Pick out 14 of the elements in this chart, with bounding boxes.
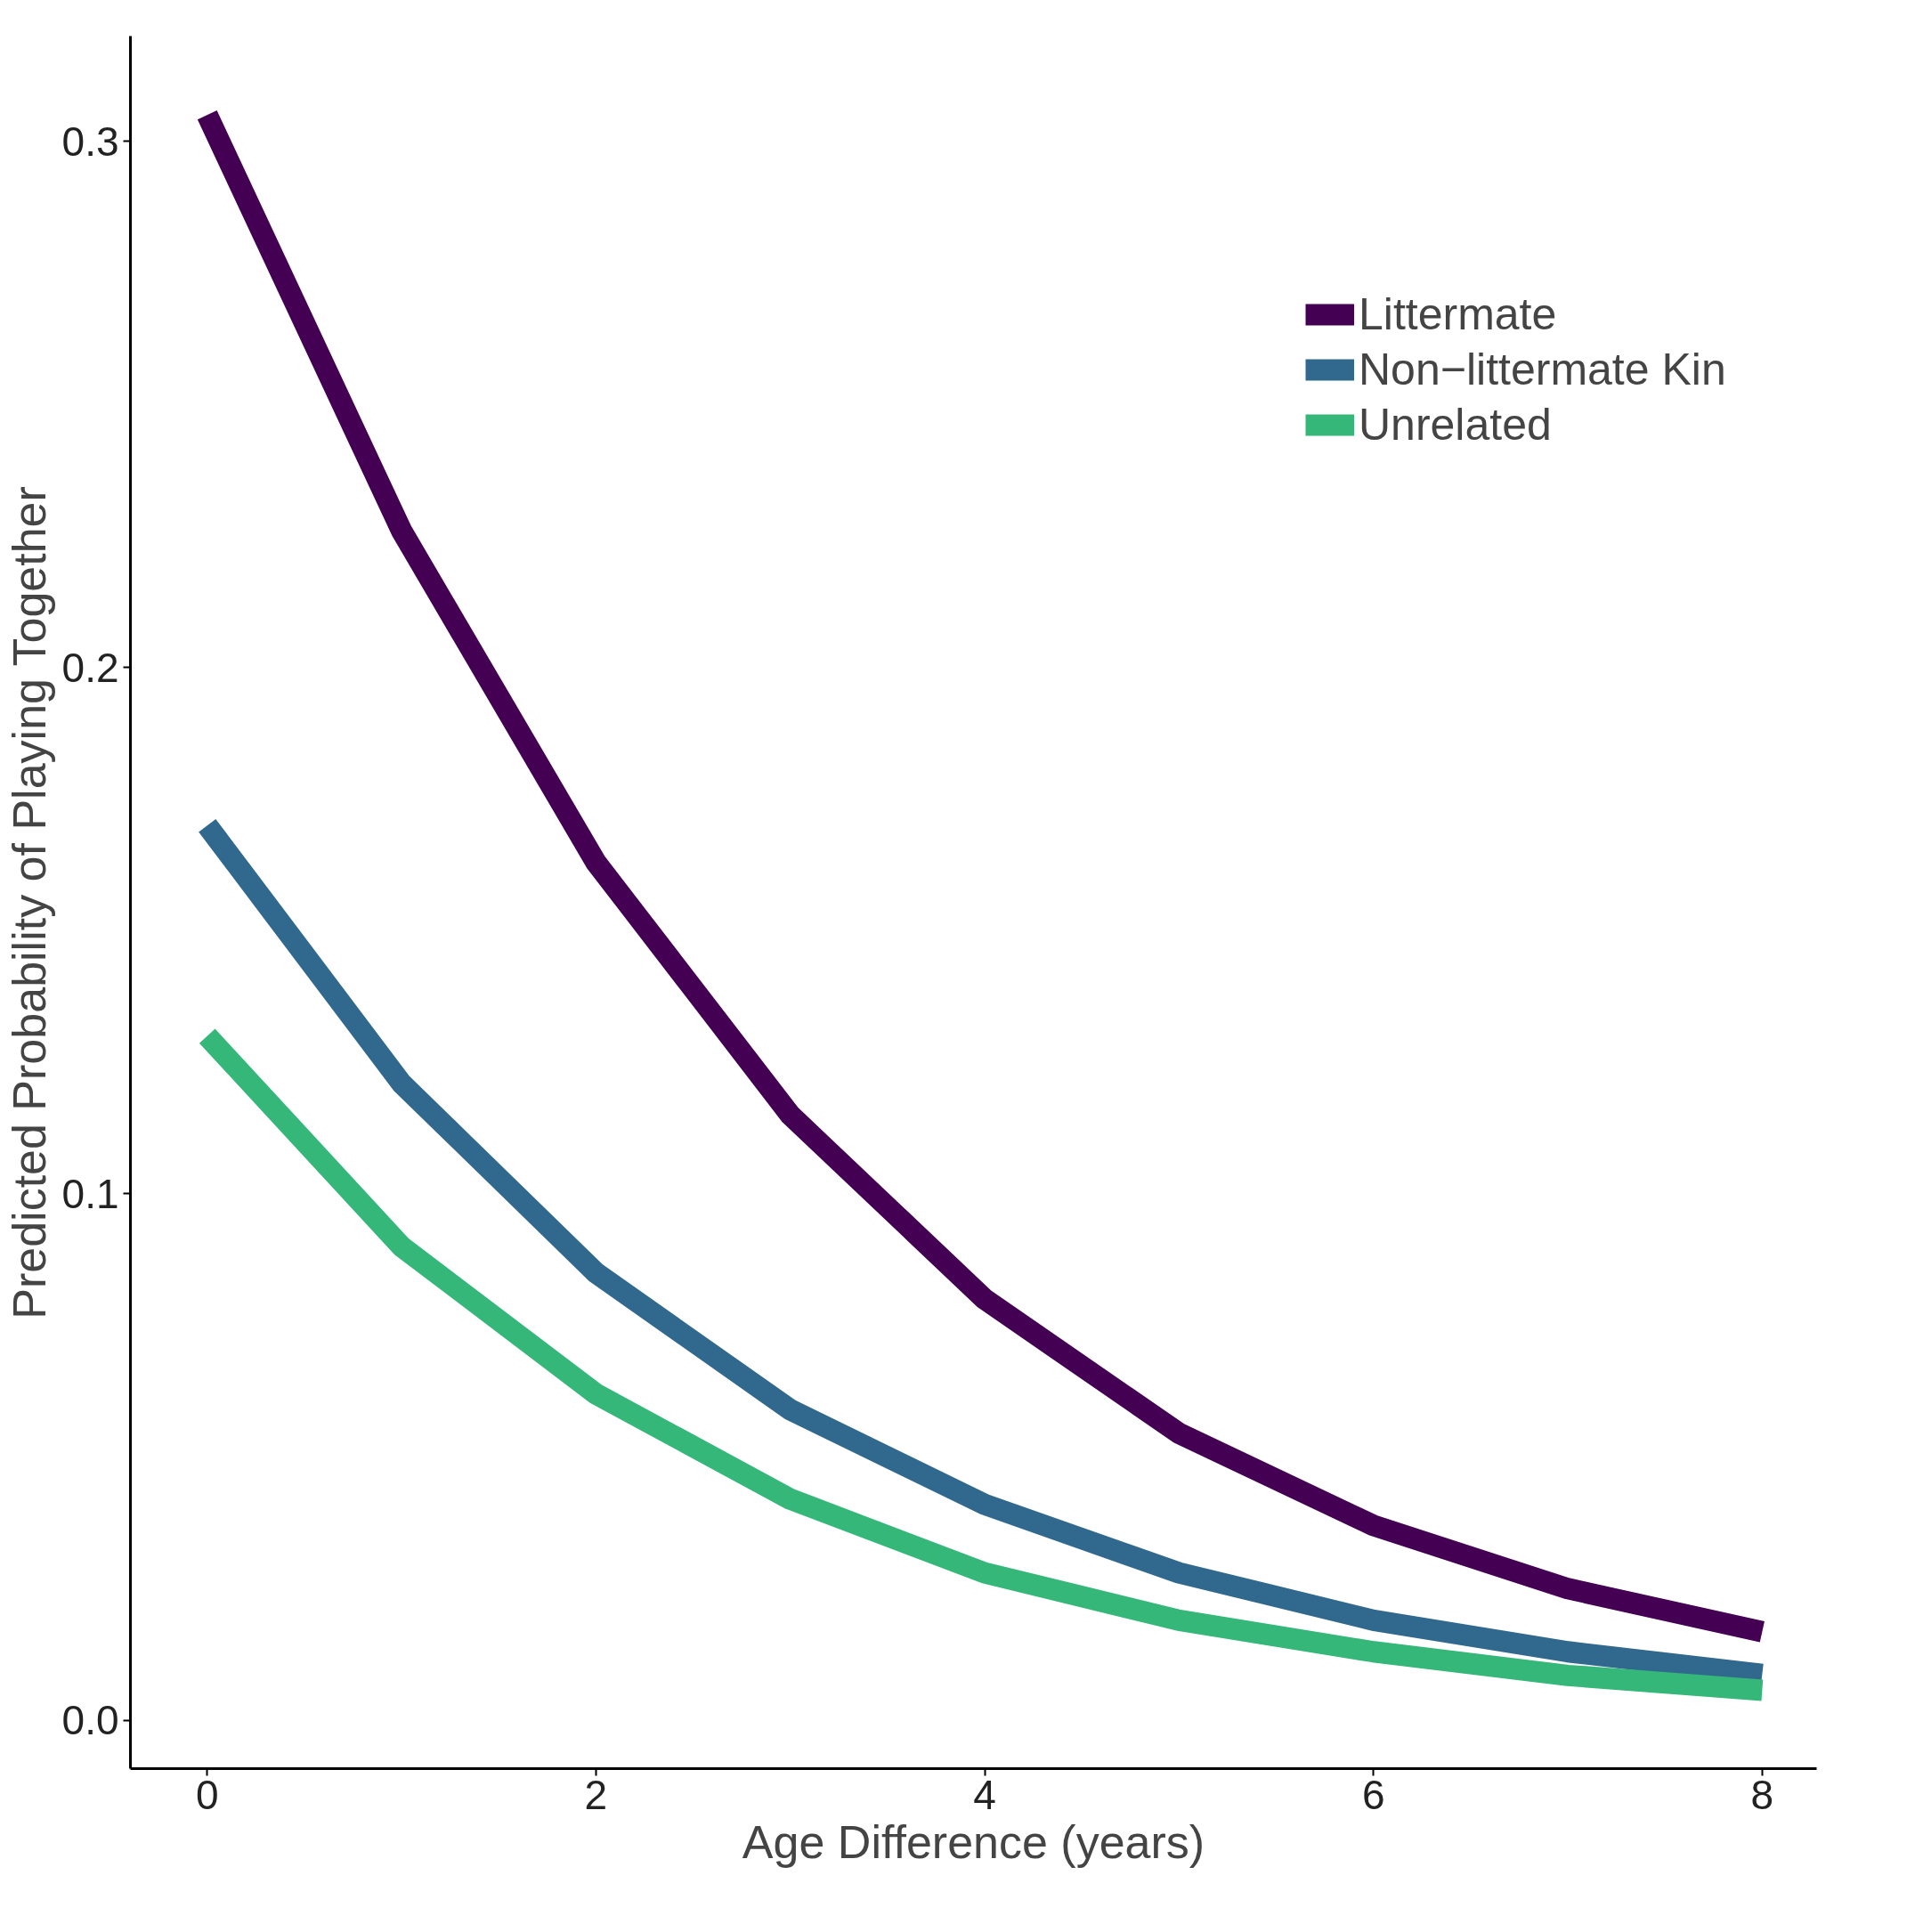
y-tick-label: 0.0 (61, 1697, 119, 1744)
x-tick-label: 6 (1361, 1771, 1385, 1818)
legend-label: Littermate (1359, 288, 1557, 340)
x-tick-label: 4 (973, 1771, 996, 1818)
y-tick-label: 0.2 (61, 644, 119, 691)
x-tick-label: 2 (584, 1771, 608, 1818)
legend-label: Unrelated (1359, 399, 1552, 451)
y-tick-label: 0.3 (61, 118, 119, 165)
legend-label: Non−littermate Kin (1359, 344, 1726, 395)
x-tick-label: 0 (195, 1771, 219, 1818)
y-tick-label: 0.1 (61, 1170, 119, 1217)
x-tick-label: 8 (1750, 1771, 1774, 1818)
x-axis-title: Age Difference (years) (742, 1815, 1205, 1868)
y-axis-title: Predicted Probability of Playing Together (3, 486, 55, 1319)
